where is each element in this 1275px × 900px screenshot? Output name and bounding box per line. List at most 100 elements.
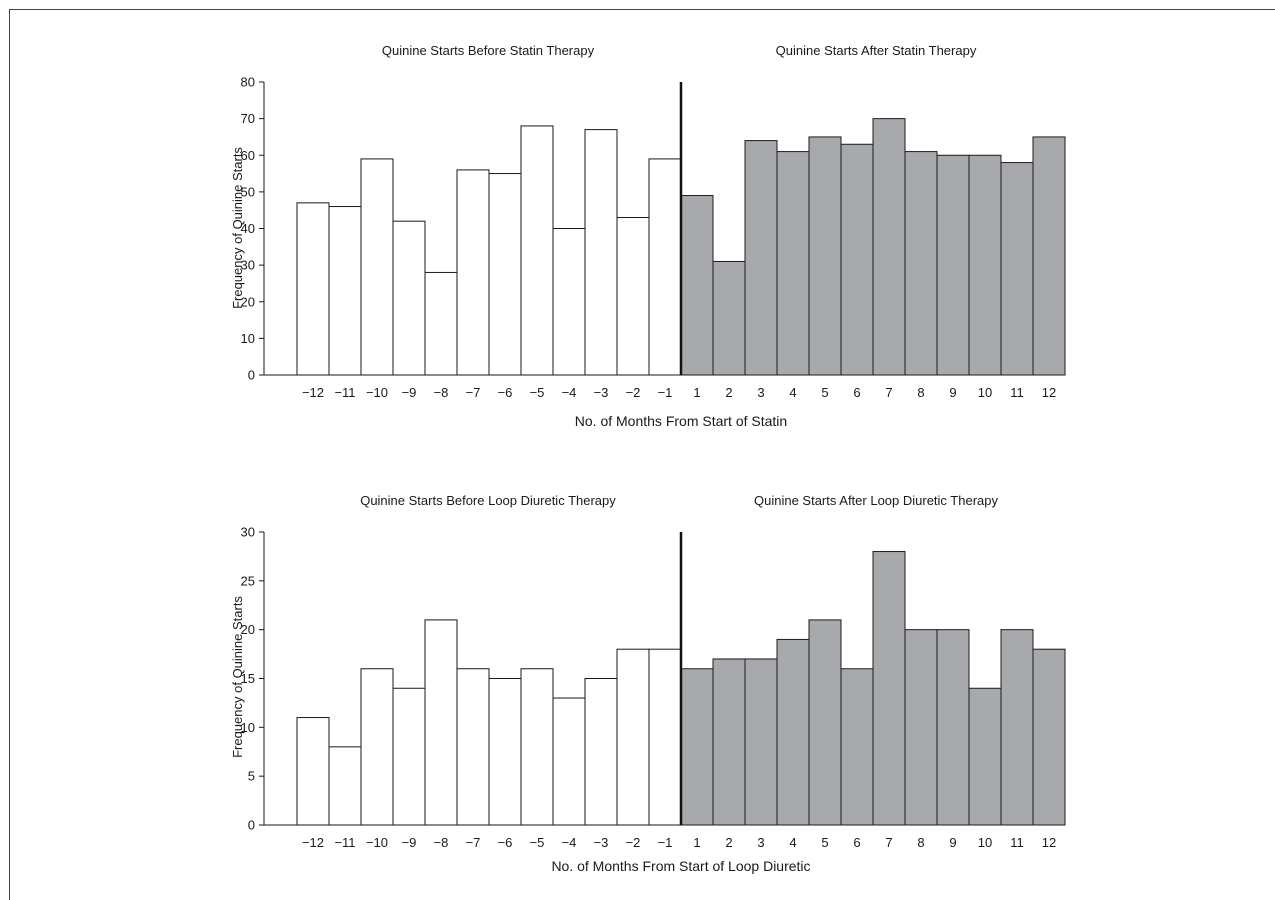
statin-bar-16 bbox=[776, 151, 810, 376]
statin-x-tick-label: 4 bbox=[789, 385, 796, 400]
loop-diuretic-y-axis-label: Frequency of Quinine Starts bbox=[230, 596, 245, 758]
figure-frame bbox=[9, 9, 1275, 900]
loop-diuretic-y-tick-label: 25 bbox=[241, 573, 255, 588]
loop-diuretic-x-tick-label: 9 bbox=[949, 835, 956, 850]
loop-diuretic-bar-17 bbox=[808, 619, 842, 826]
loop-diuretic-before-title: Quinine Starts Before Loop Diuretic Ther… bbox=[360, 493, 616, 508]
statin-y-tick-label: 20 bbox=[241, 294, 255, 309]
statin-x-tick-label: 11 bbox=[1010, 385, 1024, 400]
loop-diuretic-x-tick-label: −7 bbox=[466, 835, 481, 850]
statin-bar-9 bbox=[552, 228, 586, 376]
loop-diuretic-y-tick-label: 20 bbox=[241, 622, 255, 637]
statin-x-tick-label: −4 bbox=[562, 385, 577, 400]
statin-x-tick-label: −9 bbox=[402, 385, 417, 400]
statin-x-tick-label: −6 bbox=[498, 385, 513, 400]
statin-x-tick-label: −12 bbox=[302, 385, 324, 400]
statin-bars bbox=[296, 118, 1066, 376]
loop-diuretic-bar-12 bbox=[648, 648, 682, 826]
loop-diuretic-bar-2 bbox=[328, 746, 362, 826]
loop-diuretic-y-tick-label: 30 bbox=[241, 525, 255, 540]
statin-bar-2 bbox=[328, 206, 362, 376]
statin-x-tick-label: −1 bbox=[658, 385, 673, 400]
statin-bar-23 bbox=[1000, 162, 1034, 376]
statin-x-ticks: −12 −11 −10 −9 −8 −7 −6 −5 −4 −3 −2 −1 1 2 3 4 5 6 7 8 9 10 11… bbox=[302, 385, 1056, 400]
statin-y-tick-label: 60 bbox=[241, 148, 255, 163]
loop-diuretic-x-tick-label: −6 bbox=[498, 835, 513, 850]
loop-diuretic-y-tick-label: 0 bbox=[248, 818, 255, 833]
loop-diuretic-x-tick-label: −1 bbox=[658, 835, 673, 850]
statin-x-tick-label: 3 bbox=[757, 385, 764, 400]
loop-diuretic-x-tick-label: −5 bbox=[530, 835, 545, 850]
loop-diuretic-bar-15 bbox=[744, 658, 778, 826]
loop-diuretic-bar-14 bbox=[712, 658, 746, 826]
loop-diuretic-bar-19 bbox=[872, 551, 906, 826]
statin-x-tick-label: 2 bbox=[725, 385, 732, 400]
statin-bar-24 bbox=[1032, 136, 1066, 376]
statin-x-tick-label: −7 bbox=[466, 385, 481, 400]
statin-x-tick-label: −11 bbox=[334, 385, 355, 400]
statin-bar-5 bbox=[424, 271, 458, 376]
statin-y-axis: 0 10 20 30 40 50 60 70 80 bbox=[241, 75, 1065, 383]
statin-x-axis-label: No. of Months From Start of Statin bbox=[575, 413, 787, 429]
statin-y-tick-label: 40 bbox=[241, 221, 255, 236]
loop-diuretic-after-title: Quinine Starts After Loop Diuretic Thera… bbox=[754, 493, 998, 508]
statin-bar-10 bbox=[584, 129, 618, 376]
loop-diuretic-x-tick-label: −4 bbox=[562, 835, 577, 850]
statin-y-tick-label: 70 bbox=[241, 111, 255, 126]
loop-diuretic-x-tick-label: −11 bbox=[334, 835, 355, 850]
statin-bar-18 bbox=[840, 143, 874, 376]
loop-diuretic-x-tick-label: 11 bbox=[1010, 835, 1024, 850]
statin-x-tick-label: −3 bbox=[594, 385, 609, 400]
loop-diuretic-bar-24 bbox=[1032, 648, 1066, 826]
loop-diuretic-y-tick-label: 5 bbox=[248, 769, 255, 784]
statin-y-tick-label: 30 bbox=[241, 258, 255, 273]
statin-bar-19 bbox=[872, 118, 906, 376]
statin-before-title: Quinine Starts Before Statin Therapy bbox=[382, 43, 595, 58]
statin-bar-4 bbox=[392, 220, 426, 376]
statin-x-tick-label: 1 bbox=[693, 385, 700, 400]
statin-x-tick-label: 9 bbox=[949, 385, 956, 400]
statin-x-tick-label: 12 bbox=[1042, 385, 1056, 400]
loop-diuretic-x-tick-label: 7 bbox=[885, 835, 892, 850]
statin-bar-20 bbox=[904, 151, 938, 376]
loop-diuretic-bar-21 bbox=[936, 629, 970, 826]
loop-diuretic-bar-5 bbox=[424, 619, 458, 826]
statin-y-tick-label: 80 bbox=[241, 75, 255, 90]
loop-diuretic-y-tick-label: 10 bbox=[241, 720, 255, 735]
loop-diuretic-x-tick-label: 5 bbox=[821, 835, 828, 850]
loop-diuretic-bar-8 bbox=[520, 668, 554, 826]
statin-y-tick-label: 0 bbox=[248, 368, 255, 383]
loop-diuretic-y-axis: 0 5 10 15 20 25 30 bbox=[241, 525, 1065, 833]
loop-diuretic-bar-11 bbox=[616, 648, 650, 826]
loop-diuretic-x-tick-label: −12 bbox=[302, 835, 324, 850]
loop-diuretic-bar-18 bbox=[840, 668, 874, 826]
loop-diuretic-x-tick-label: 10 bbox=[978, 835, 992, 850]
loop-diuretic-bar-20 bbox=[904, 629, 938, 826]
loop-diuretic-bar-10 bbox=[584, 678, 618, 826]
loop-diuretic-x-tick-label: −3 bbox=[594, 835, 609, 850]
loop-diuretic-bar-22 bbox=[968, 687, 1002, 826]
loop-diuretic-x-tick-label: 2 bbox=[725, 835, 732, 850]
statin-chart-panel: Quinine Starts Before Statin Therapy Qui… bbox=[230, 43, 1066, 429]
statin-bar-21 bbox=[936, 154, 970, 376]
statin-bar-11 bbox=[616, 217, 650, 376]
loop-diuretic-chart-panel: Quinine Starts Before Loop Diuretic Ther… bbox=[230, 493, 1066, 874]
loop-diuretic-x-tick-label: 12 bbox=[1042, 835, 1056, 850]
statin-bar-12 bbox=[648, 158, 682, 376]
statin-bar-22 bbox=[968, 154, 1002, 376]
loop-diuretic-x-axis-label: No. of Months From Start of Loop Diureti… bbox=[551, 858, 810, 874]
loop-diuretic-bar-9 bbox=[552, 697, 586, 826]
loop-diuretic-bar-23 bbox=[1000, 629, 1034, 826]
loop-diuretic-bar-7 bbox=[488, 678, 522, 826]
loop-diuretic-x-tick-label: 6 bbox=[853, 835, 860, 850]
loop-diuretic-x-tick-label: 8 bbox=[917, 835, 924, 850]
loop-diuretic-x-tick-label: 4 bbox=[789, 835, 796, 850]
statin-bar-15 bbox=[744, 140, 778, 376]
statin-x-tick-label: 7 bbox=[885, 385, 892, 400]
statin-x-tick-label: 10 bbox=[978, 385, 992, 400]
loop-diuretic-x-tick-label: −2 bbox=[626, 835, 641, 850]
statin-bar-6 bbox=[456, 169, 490, 376]
statin-x-tick-label: −5 bbox=[530, 385, 545, 400]
statin-bar-8 bbox=[520, 125, 554, 376]
